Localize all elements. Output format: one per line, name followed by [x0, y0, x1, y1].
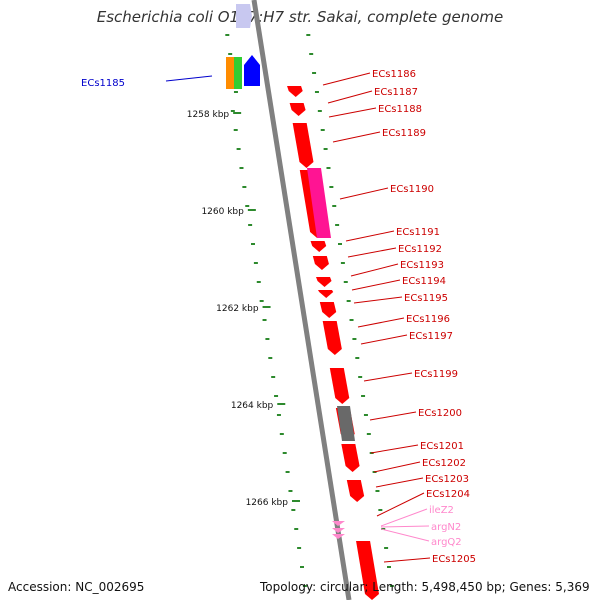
label-leader — [353, 296, 403, 304]
gene-label: ECs1200 — [418, 408, 462, 419]
label-leader — [380, 528, 430, 542]
label-leader — [165, 75, 213, 82]
label-leader — [322, 72, 371, 86]
gene-label: ECs1190 — [390, 184, 434, 195]
gene-label: ECs1201 — [420, 441, 464, 452]
label-leader — [370, 444, 419, 454]
gene-label: ECs1188 — [378, 104, 422, 115]
accession-text: Accession: NC_002695 — [8, 580, 145, 594]
label-leader — [350, 263, 399, 277]
label-leader — [380, 525, 430, 528]
gene-label: ECs1204 — [426, 489, 470, 500]
cds-arrow — [356, 541, 379, 600]
gene-label: argQ2 — [431, 537, 462, 548]
gene-label: ileZ2 — [429, 505, 454, 516]
kbp-tick-label: 1260 kbp — [201, 207, 244, 217]
label-leader — [369, 411, 417, 421]
map-title: Escherichia coli O157:H7 str. Sakai, com… — [96, 8, 504, 26]
trna-chevron — [332, 534, 345, 539]
gene-label: ECs1195 — [404, 293, 448, 304]
backbone-line — [251, 0, 352, 600]
gene-label: ECs1196 — [406, 314, 450, 325]
label-leader — [332, 131, 381, 143]
cds-arrow — [341, 444, 360, 472]
label-leader — [380, 508, 428, 527]
cds-arrow — [292, 123, 314, 168]
gene-label: ECs1191 — [396, 227, 440, 238]
gene-label: ECs1203 — [425, 474, 469, 485]
cds-arrow — [319, 302, 337, 318]
top-feature — [236, 4, 252, 28]
label-leader — [383, 557, 431, 563]
gene-label: argN2 — [431, 522, 461, 533]
kbp-tick-label: 1264 kbp — [231, 401, 274, 411]
label-leader — [357, 317, 405, 328]
label-leader — [375, 477, 424, 488]
cds-arrow — [310, 241, 327, 252]
label-leader — [351, 279, 401, 291]
label-leader — [373, 461, 421, 473]
gene-label: ECs1197 — [409, 331, 453, 342]
cds-arrow — [317, 290, 334, 298]
gene-label: ECs1193 — [400, 260, 444, 271]
highlight-feature — [307, 168, 331, 238]
gene-label: ECs1205 — [432, 554, 476, 565]
label-leader — [327, 90, 373, 104]
cds-arrow — [287, 86, 303, 97]
gray-feature — [337, 406, 355, 441]
gene-label: ECs1194 — [402, 276, 446, 287]
cds-arrow — [312, 256, 329, 270]
label-leader — [376, 492, 425, 517]
cds-arrow — [322, 321, 342, 355]
label-leader — [360, 334, 408, 345]
gene-label: ECs1199 — [414, 369, 458, 380]
trna-chevron — [332, 521, 345, 526]
label-leader — [347, 247, 397, 258]
blue-arrow-feature — [244, 55, 260, 86]
kbp-tick-label: 1258 kbp — [187, 110, 230, 120]
cds-arrow — [289, 103, 306, 116]
gene-label: ECs1202 — [422, 458, 466, 469]
gene-label: ECs1187 — [374, 87, 418, 98]
green-feature — [234, 57, 242, 89]
label-leader — [339, 187, 389, 200]
label-leader — [328, 107, 377, 118]
gene-label: ECs1185 — [81, 78, 125, 89]
gene-label: ECs1186 — [372, 69, 416, 80]
label-leader — [345, 230, 395, 242]
cds-arrow — [329, 368, 350, 404]
label-leader — [363, 372, 413, 382]
gene-label: ECs1192 — [398, 244, 442, 255]
cds-arrow — [346, 480, 365, 502]
kbp-tick-label: 1262 kbp — [216, 304, 259, 314]
trna-chevron — [332, 528, 345, 533]
gene-label: ECs1189 — [382, 128, 426, 139]
cds-arrow — [316, 277, 332, 287]
kbp-tick-label: 1266 kbp — [246, 498, 289, 508]
orange-feature — [226, 57, 234, 89]
genome-summary-text: Topology: circular; Length: 5,498,450 bp… — [260, 580, 590, 594]
